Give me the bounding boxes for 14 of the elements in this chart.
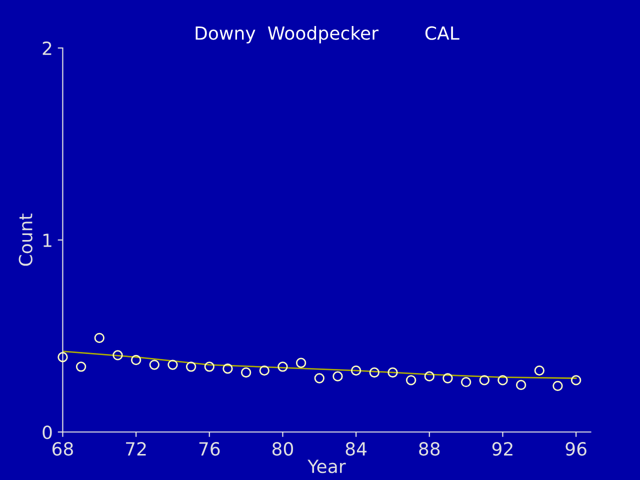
y-tick-label: 1 bbox=[43, 234, 52, 247]
x-tick-label: 68 bbox=[52, 442, 73, 456]
x-tick-label: 76 bbox=[199, 442, 220, 456]
x-tick-label: 80 bbox=[272, 442, 294, 456]
x-axis-title: Year bbox=[308, 460, 346, 474]
x-tick-label: 96 bbox=[566, 442, 586, 456]
x-tick-label: 92 bbox=[492, 442, 512, 456]
y-axis-title: Count bbox=[18, 214, 32, 266]
chart-title: Downy Woodpecker CAL bbox=[196, 26, 460, 44]
y-tick-label: 2 bbox=[42, 41, 52, 55]
x-tick-label: 88 bbox=[419, 442, 440, 456]
y-tick-label: 0 bbox=[42, 425, 52, 440]
x-tick-label: 72 bbox=[126, 442, 146, 456]
x-tick-label: 84 bbox=[346, 442, 367, 456]
